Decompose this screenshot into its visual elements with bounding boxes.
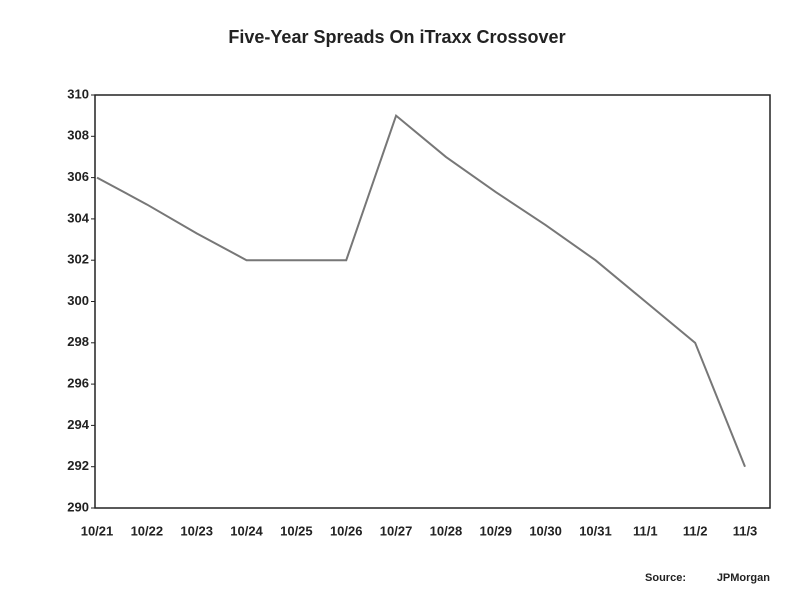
y-tick-label: 302	[67, 252, 89, 267]
x-tick-label: 10/21	[81, 523, 114, 538]
y-tick-label: 300	[67, 293, 89, 308]
x-tick-label: 10/27	[380, 523, 413, 538]
y-tick-label: 310	[67, 86, 89, 101]
y-tick-label: 298	[67, 334, 89, 349]
x-tick-label: 11/2	[683, 523, 708, 538]
x-tick-label: 11/3	[733, 523, 758, 538]
y-tick-label: 308	[67, 128, 89, 143]
chart-title: Five-Year Spreads On iTraxx Crossover	[228, 27, 565, 47]
y-tick-label: 290	[67, 499, 89, 514]
x-tick-label: 10/29	[479, 523, 512, 538]
x-tick-label: 10/31	[579, 523, 612, 538]
y-tick-label: 304	[67, 210, 89, 225]
y-tick-label: 296	[67, 376, 89, 391]
x-tick-label: 10/26	[330, 523, 363, 538]
x-tick-label: 10/23	[180, 523, 213, 538]
y-tick-label: 306	[67, 169, 89, 184]
source: JPMorgan	[717, 572, 770, 584]
series-line	[96, 113, 746, 468]
source-label: Source:	[645, 572, 686, 584]
y-tick-label: 294	[67, 417, 89, 432]
x-tick-label: 10/30	[529, 523, 562, 538]
x-tick-label: 10/28	[430, 523, 463, 538]
x-tick-label: 10/25	[280, 523, 313, 538]
y-tick-label: 292	[67, 458, 89, 473]
x-tick-label: 10/22	[131, 523, 164, 538]
x-tick-label: 11/1	[633, 523, 658, 538]
plot-frame	[94, 94, 771, 509]
x-tick-label: 10/24	[230, 523, 263, 538]
